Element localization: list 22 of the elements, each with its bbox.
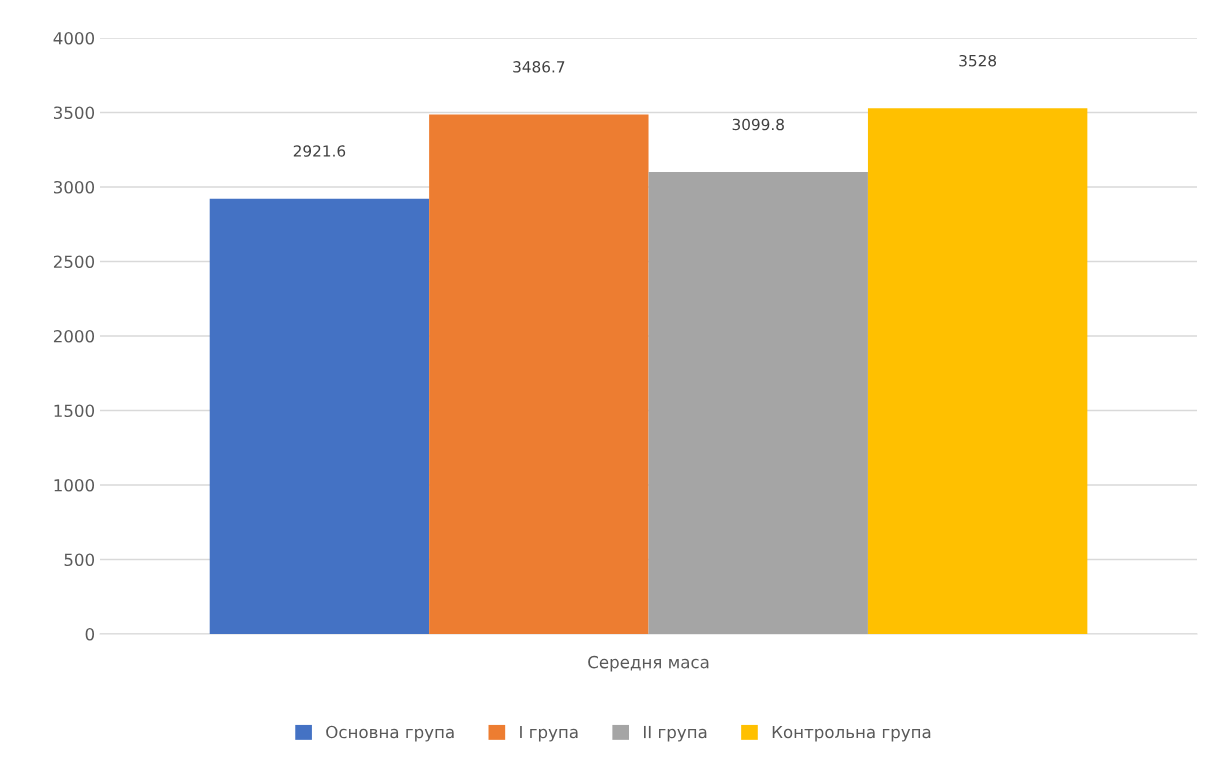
y-tick-label: 2500 xyxy=(53,255,95,269)
y-tick-label: 2000 xyxy=(53,329,95,343)
y-tick-label: 0 xyxy=(85,627,95,641)
y-tick-label: 4000 xyxy=(53,31,95,45)
y-tick-label: 3500 xyxy=(53,106,95,120)
x-axis-title: Середня маса xyxy=(588,655,709,672)
bar xyxy=(429,114,649,634)
legend-label: Контрольна група xyxy=(772,725,931,742)
legend-label: I група xyxy=(520,725,578,742)
data-label: 3528 xyxy=(959,54,997,67)
data-label: 3099.8 xyxy=(732,118,784,131)
y-tick-label: 3000 xyxy=(53,180,95,194)
data-label: 3486.7 xyxy=(513,61,565,73)
bar xyxy=(209,198,430,634)
legend-label: Основна група xyxy=(326,725,454,742)
legend-label: II група xyxy=(644,725,707,742)
bar xyxy=(648,172,868,634)
data-label: 2921.6 xyxy=(293,145,346,157)
y-tick-label: 500 xyxy=(64,553,95,567)
y-tick-label: 1000 xyxy=(54,478,95,492)
bar xyxy=(867,108,1088,634)
y-tick-label: 1500 xyxy=(54,404,95,418)
